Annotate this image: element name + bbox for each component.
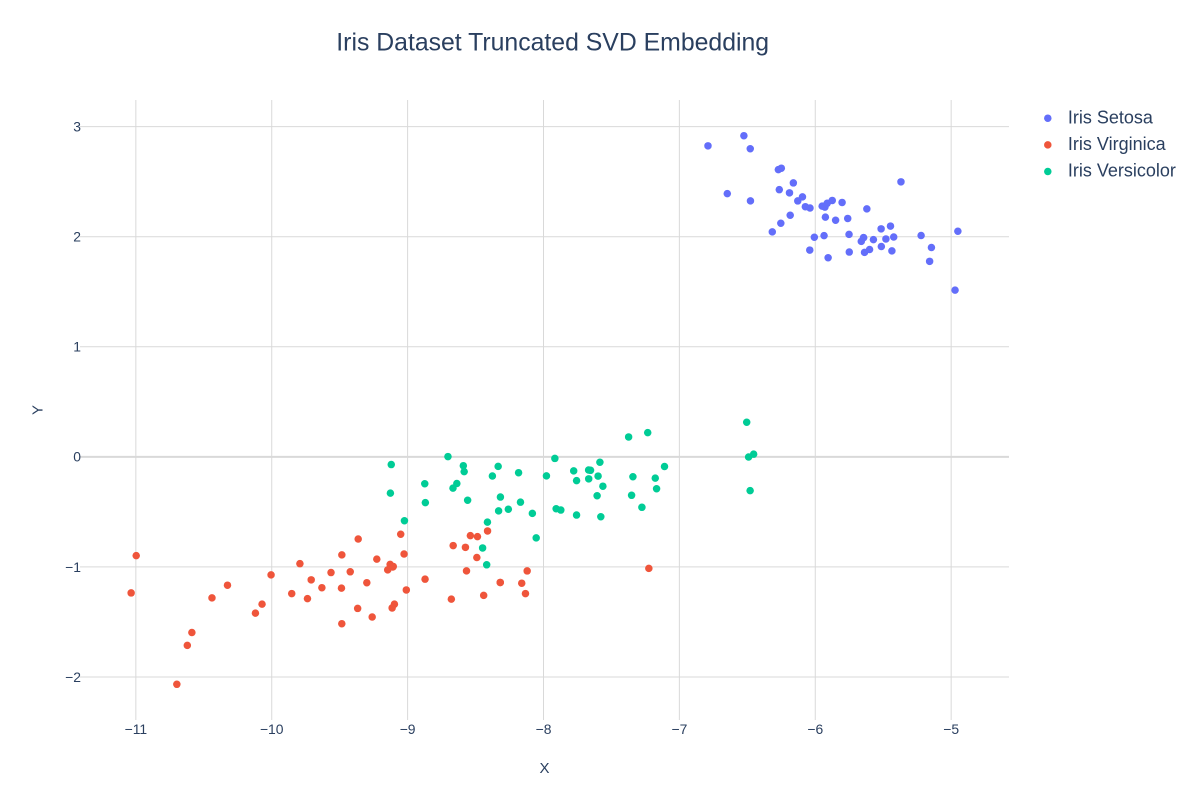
svg-text:Iris Setosa: Iris Setosa [1068,107,1154,127]
svg-text:X: X [539,760,549,777]
svg-text:−9: −9 [400,721,416,737]
svg-text:−10: −10 [260,721,284,737]
svg-text:−6: −6 [807,721,823,737]
svg-text:Iris Dataset Truncated SVD Emb: Iris Dataset Truncated SVD Embedding [336,30,769,57]
svg-text:−8: −8 [536,721,552,737]
svg-text:Iris Versicolor: Iris Versicolor [1068,161,1176,181]
svg-text:1: 1 [73,339,81,355]
svg-text:−7: −7 [671,721,687,737]
svg-text:−11: −11 [125,721,148,737]
svg-text:Iris Virginica: Iris Virginica [1068,134,1167,154]
svg-text:0: 0 [73,449,81,465]
svg-text:3: 3 [73,119,81,135]
svg-text:−1: −1 [65,559,81,575]
svg-text:Y: Y [30,405,47,415]
svg-text:−5: −5 [943,721,959,737]
svg-text:2: 2 [73,229,81,245]
svg-text:−2: −2 [65,669,81,685]
